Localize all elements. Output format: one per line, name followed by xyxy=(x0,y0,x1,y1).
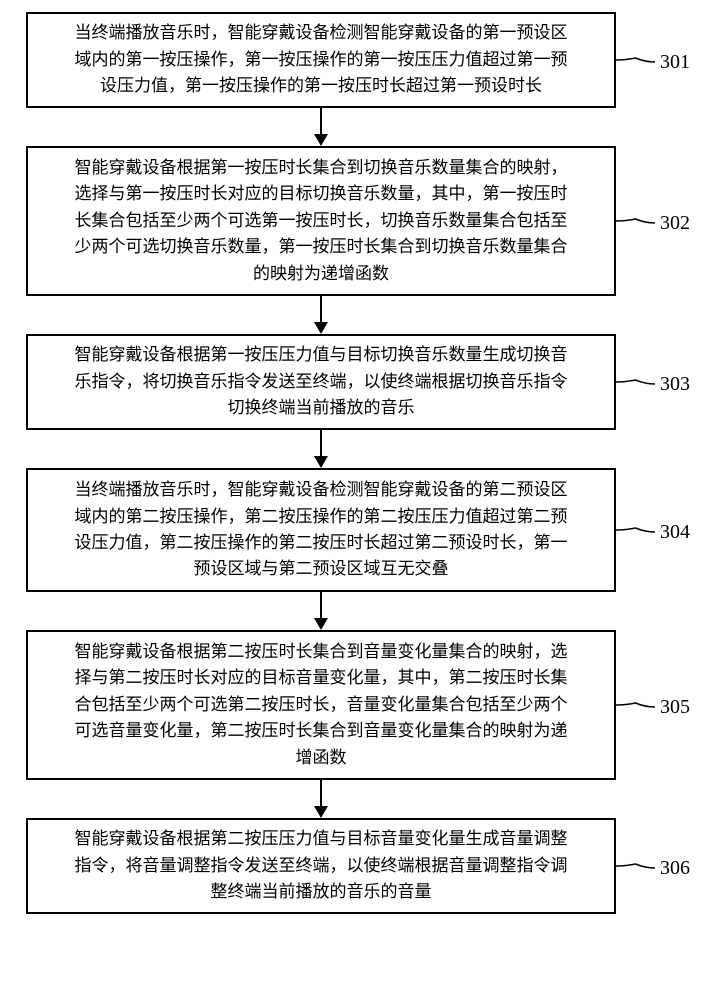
label-connector-line xyxy=(616,854,659,884)
flow-step-label: 303 xyxy=(660,374,690,394)
flow-step-303: 智能穿戴设备根据第一按压压力值与目标切换音乐数量生成切换音 乐指令，将切换音乐指… xyxy=(26,334,616,430)
flow-step-304: 当终端播放音乐时，智能穿戴设备检测智能穿戴设备的第二预设区 域内的第二按压操作，… xyxy=(26,468,616,592)
flow-step-306: 智能穿戴设备根据第二按压压力值与目标音量变化量生成音量调整 指令，将音量调整指令… xyxy=(26,818,616,914)
flow-step-text: 智能穿戴设备根据第一按压压力值与目标切换音乐数量生成切换音 乐指令，将切换音乐指… xyxy=(75,342,568,421)
flow-step-text: 智能穿戴设备根据第一按压时长集合到切换音乐数量集合的映射， 选择与第一按压时长对… xyxy=(75,155,568,287)
label-connector-line xyxy=(616,518,659,548)
flow-arrow xyxy=(309,780,333,818)
flow-step-label: 302 xyxy=(660,213,690,233)
flow-step-text: 智能穿戴设备根据第二按压时长集合到音量变化量集合的映射，选 择与第二按压时长对应… xyxy=(75,639,568,771)
flow-step-302: 智能穿戴设备根据第一按压时长集合到切换音乐数量集合的映射， 选择与第一按压时长对… xyxy=(26,146,616,296)
flow-step-text: 当终端播放音乐时，智能穿戴设备检测智能穿戴设备的第一预设区 域内的第一按压操作，… xyxy=(75,20,568,99)
flow-step-305: 智能穿戴设备根据第二按压时长集合到音量变化量集合的映射，选 择与第二按压时长对应… xyxy=(26,630,616,780)
flow-step-text: 智能穿戴设备根据第二按压压力值与目标音量变化量生成音量调整 指令，将音量调整指令… xyxy=(75,826,568,905)
flow-step-label: 305 xyxy=(660,697,690,717)
label-connector-line xyxy=(616,370,659,400)
flow-arrow xyxy=(309,108,333,146)
label-connector-line xyxy=(616,209,659,239)
flow-arrow xyxy=(309,296,333,334)
flow-step-text: 当终端播放音乐时，智能穿戴设备检测智能穿戴设备的第二预设区 域内的第二按压操作，… xyxy=(75,477,568,582)
flow-arrow xyxy=(309,592,333,630)
flow-arrow xyxy=(309,430,333,468)
flow-step-label: 304 xyxy=(660,522,690,542)
flow-step-label: 301 xyxy=(660,52,690,72)
label-connector-line xyxy=(616,693,659,723)
flowchart-container: 当终端播放音乐时，智能穿戴设备检测智能穿戴设备的第一预设区 域内的第一按压操作，… xyxy=(0,0,703,1000)
flow-step-label: 306 xyxy=(660,858,690,878)
flow-step-301: 当终端播放音乐时，智能穿戴设备检测智能穿戴设备的第一预设区 域内的第一按压操作，… xyxy=(26,12,616,108)
label-connector-line xyxy=(616,48,659,78)
